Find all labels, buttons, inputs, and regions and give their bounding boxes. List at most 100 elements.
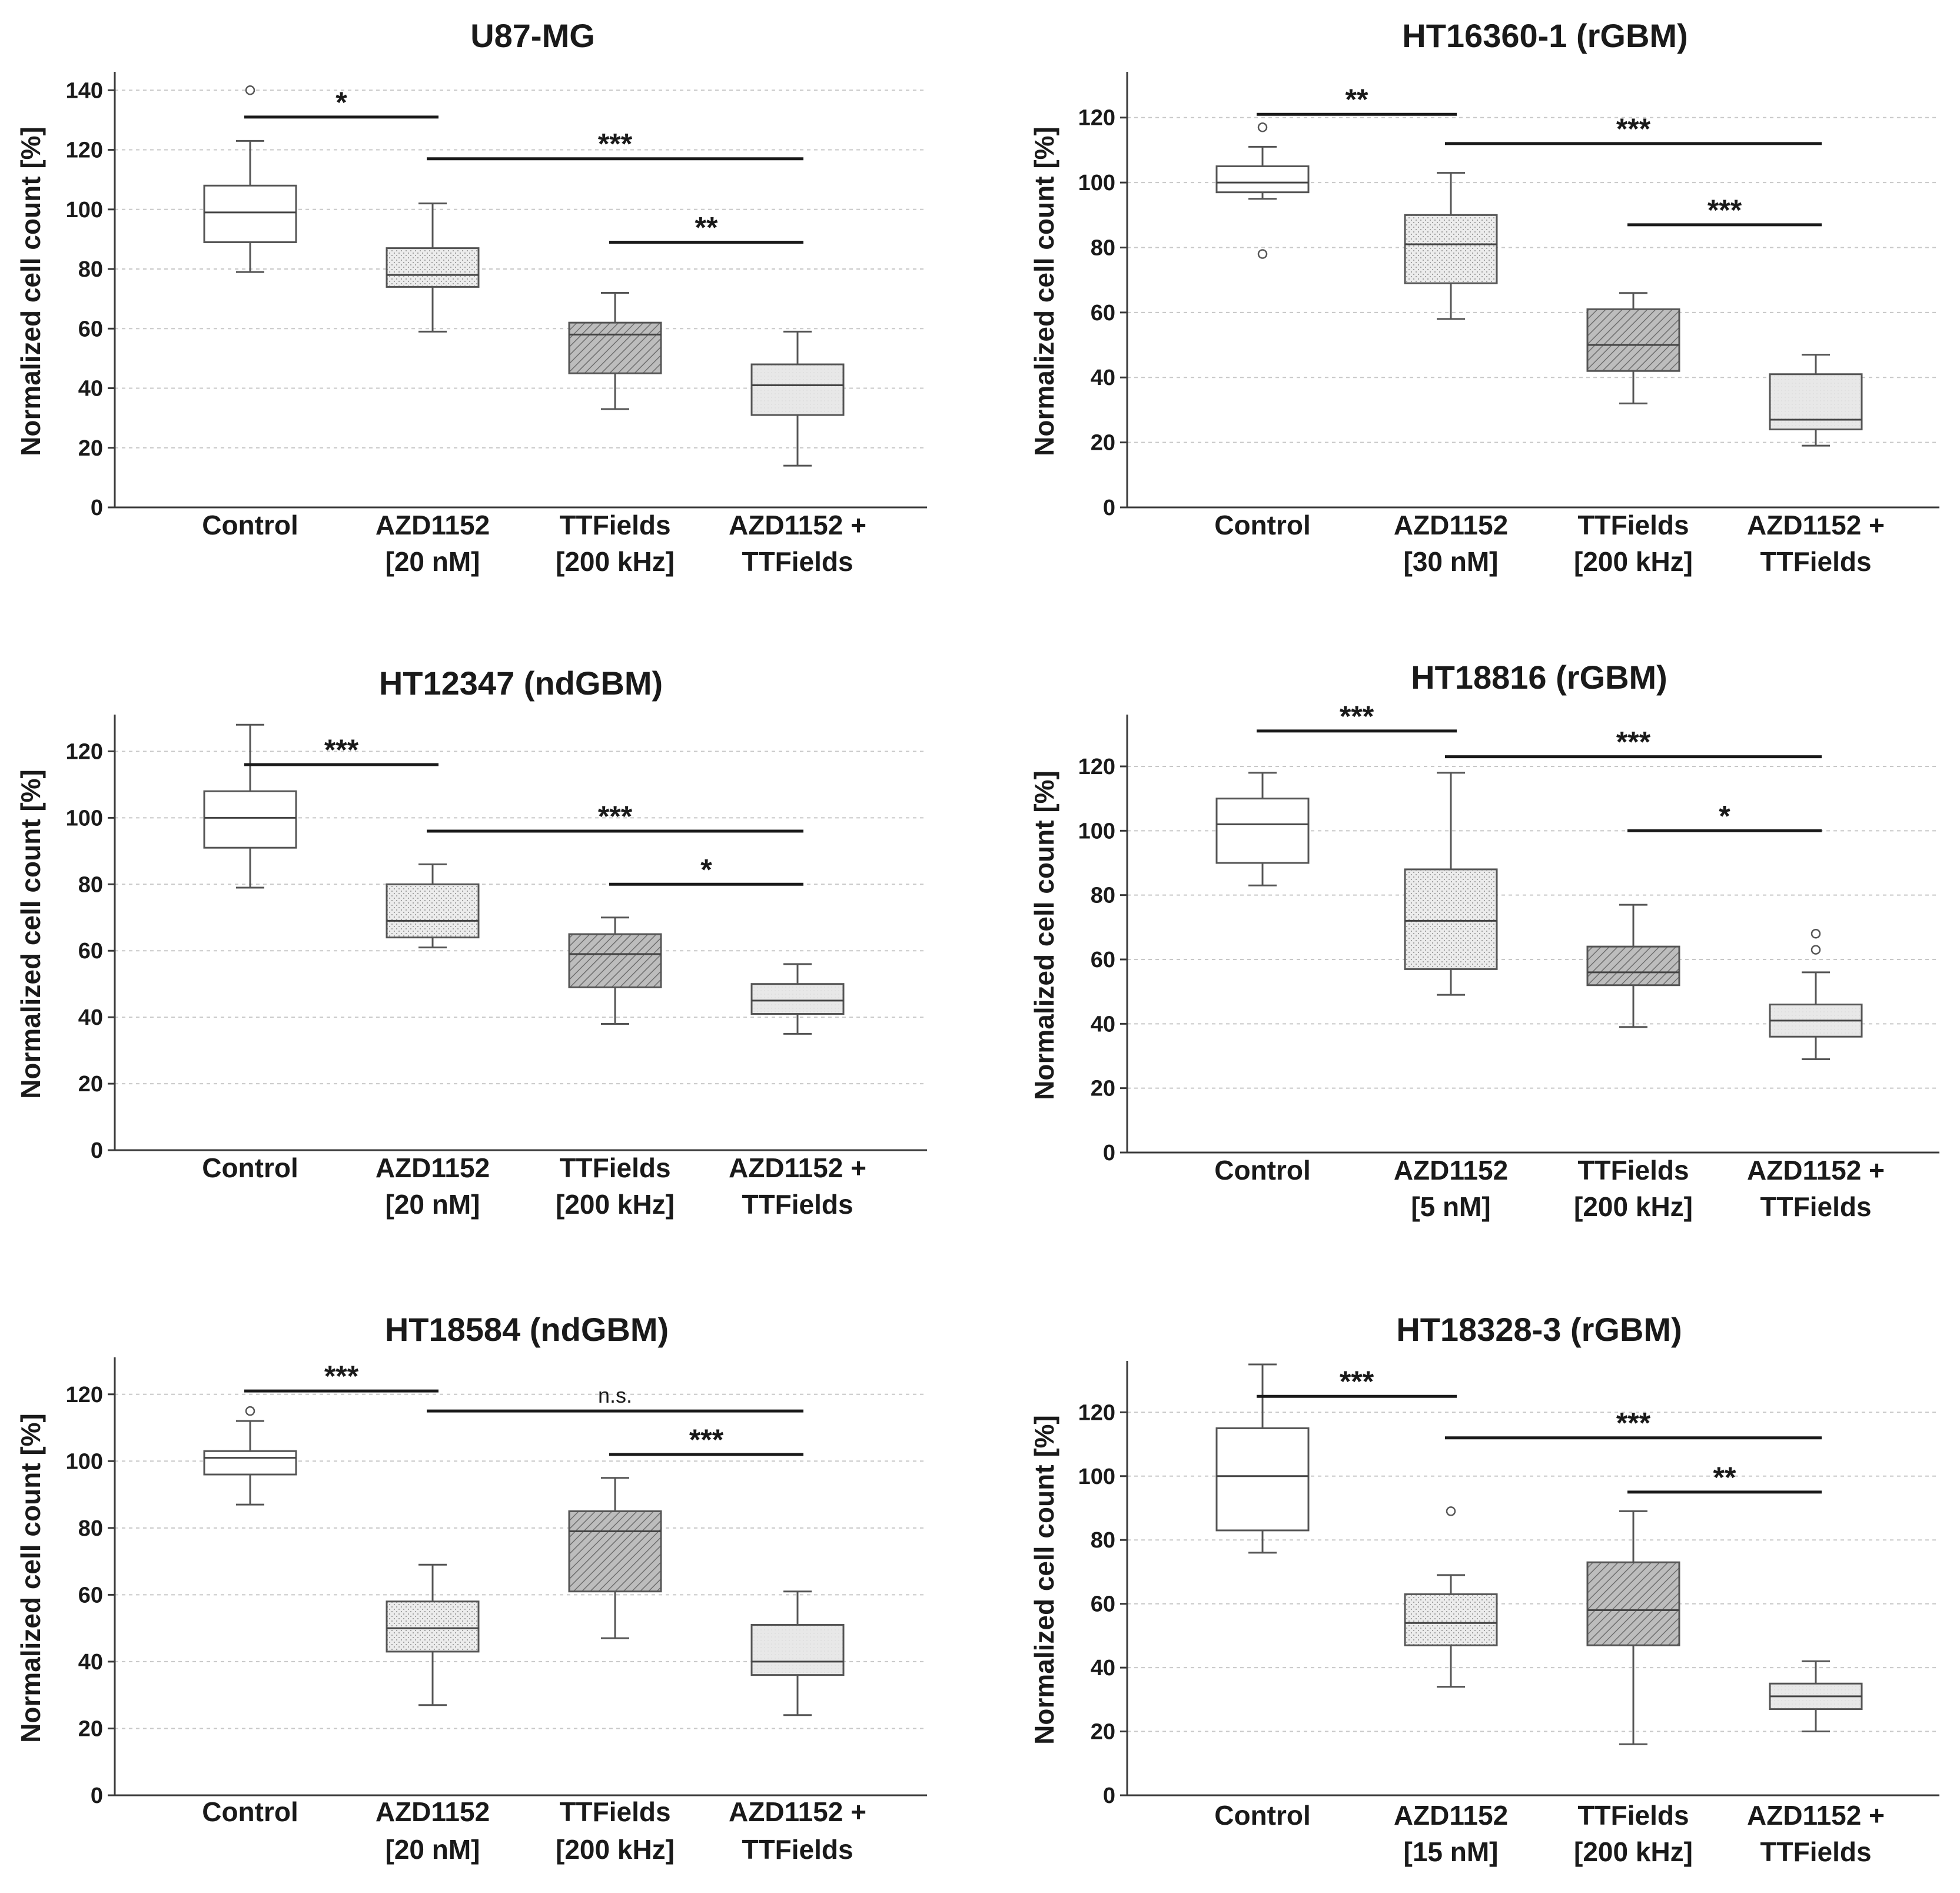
x-category-label: [200 kHz] [1574, 1191, 1693, 1222]
y-tick-label: 100 [66, 806, 103, 831]
x-category-label: TTFields [1577, 1155, 1689, 1185]
box-iqr [1404, 214, 1498, 284]
x-category-label: [200 kHz] [556, 1834, 675, 1865]
x-category-label: Control [202, 1153, 298, 1183]
y-tick-label: 80 [1091, 884, 1115, 908]
y-tick-label: 100 [66, 198, 103, 222]
y-tick-label: 120 [66, 138, 103, 163]
box-iqr [1404, 868, 1498, 970]
outlier-point [1257, 122, 1268, 132]
significance-label: n.s. [598, 1383, 632, 1407]
y-axis-label: Normalized cell count [%] [1029, 771, 1059, 1100]
x-category-label: AZD1152 [1394, 1800, 1508, 1831]
outlier-point [1257, 249, 1268, 259]
box-group [1586, 904, 1680, 1028]
y-tick-label: 40 [78, 1005, 103, 1030]
y-axis-label: Normalized cell count [%] [1029, 1415, 1059, 1745]
significance-label: ** [695, 211, 718, 244]
y-tick-label: 0 [1103, 1141, 1115, 1165]
x-category-label: AZD1152 + [729, 1153, 866, 1183]
significance-label: *** [598, 800, 633, 833]
box-iqr [386, 883, 480, 939]
box-group [1215, 772, 1310, 886]
box-iqr [203, 790, 297, 849]
y-tick-label: 60 [1091, 301, 1115, 326]
significance-label: ** [1713, 1461, 1736, 1494]
outlier-point [1810, 945, 1821, 955]
significance-label: *** [1616, 726, 1651, 759]
x-category-label: TTFields [1577, 510, 1689, 540]
outlier-point [245, 1406, 255, 1416]
box-group [1215, 1363, 1310, 1554]
box-iqr [750, 983, 845, 1015]
x-category-label: [15 nM] [1404, 1836, 1499, 1867]
y-axis-label: Normalized cell count [%] [15, 769, 46, 1099]
significance-label: * [335, 86, 347, 119]
y-tick-label: 80 [1091, 235, 1115, 260]
x-category-label: AZD1152 [376, 1153, 490, 1183]
box-iqr [750, 363, 845, 416]
y-tick-label: 20 [78, 1072, 103, 1097]
y-tick-label: 120 [1078, 1400, 1115, 1425]
significance-label: *** [1616, 1407, 1651, 1440]
box-iqr [1586, 945, 1680, 987]
x-category-label: [200 kHz] [1574, 1836, 1693, 1867]
box-iqr [203, 1450, 297, 1476]
y-tick-label: 40 [1091, 1012, 1115, 1037]
box-group [1586, 292, 1680, 404]
box-group [203, 723, 297, 889]
x-category-label: AZD1152 [376, 1796, 490, 1827]
box-group [750, 963, 845, 1035]
y-tick-label: 20 [1091, 1720, 1115, 1745]
box-group [1769, 929, 1863, 1060]
y-tick-label: 40 [1091, 1656, 1115, 1681]
significance-label: *** [598, 128, 633, 161]
y-tick-label: 0 [1103, 1784, 1115, 1808]
box-group [568, 916, 662, 1025]
chart-panel-4: HT18816 (rGBM) Normalized cell count [%] 0… [1029, 659, 1939, 1222]
y-tick-label: 120 [66, 739, 103, 764]
box-group [568, 292, 662, 410]
box-group [203, 85, 297, 273]
box-group [750, 1590, 845, 1716]
x-category-label: AZD1152 + [1747, 1155, 1885, 1185]
significance-label: ** [1346, 83, 1368, 116]
y-tick-label: 20 [78, 436, 103, 461]
x-category-label: Control [202, 510, 298, 540]
y-tick-label: 0 [91, 1784, 103, 1808]
x-category-label: TTFields [559, 1796, 670, 1827]
box-group [568, 1477, 662, 1639]
chart-title: HT18584 (ndGBM) [385, 1311, 669, 1348]
box-iqr [568, 1510, 662, 1593]
x-category-label: AZD1152 + [1747, 1800, 1885, 1831]
chart-panel-5: HT18584 (ndGBM) Normalized cell count [%]… [15, 1311, 927, 1865]
y-axis-label: Normalized cell count [%] [1029, 127, 1059, 456]
y-tick-label: 100 [1078, 819, 1115, 843]
significance-label: *** [1616, 112, 1651, 145]
y-tick-label: 20 [1091, 431, 1115, 456]
box-iqr [568, 933, 662, 988]
box-iqr [1769, 373, 1863, 431]
box-iqr [386, 1600, 480, 1653]
y-tick-label: 60 [78, 1583, 103, 1608]
significance-label: *** [1707, 194, 1742, 227]
box-iqr [1215, 165, 1310, 194]
x-category-label: TTFields [742, 1834, 853, 1865]
box-group [203, 1406, 297, 1506]
x-category-label: [20 nM] [386, 1834, 480, 1865]
box-iqr [1586, 1561, 1680, 1646]
y-tick-label: 100 [1078, 1464, 1115, 1489]
y-tick-label: 20 [78, 1716, 103, 1741]
box-iqr [1215, 798, 1310, 864]
box-group [750, 330, 845, 467]
chart-title: HT18328-3 (rGBM) [1396, 1311, 1682, 1348]
box-group [386, 1563, 480, 1706]
box-group [1769, 1660, 1863, 1733]
y-tick-label: 40 [1091, 366, 1115, 390]
significance-label: *** [1340, 700, 1374, 733]
x-category-label: TTFields [1760, 1191, 1871, 1222]
x-category-label: AZD1152 + [729, 510, 866, 540]
significance-label: * [700, 853, 712, 886]
chart-panel-1: U87-MG Normalized cell count [%] 0 20 40 60 80… [15, 17, 927, 577]
